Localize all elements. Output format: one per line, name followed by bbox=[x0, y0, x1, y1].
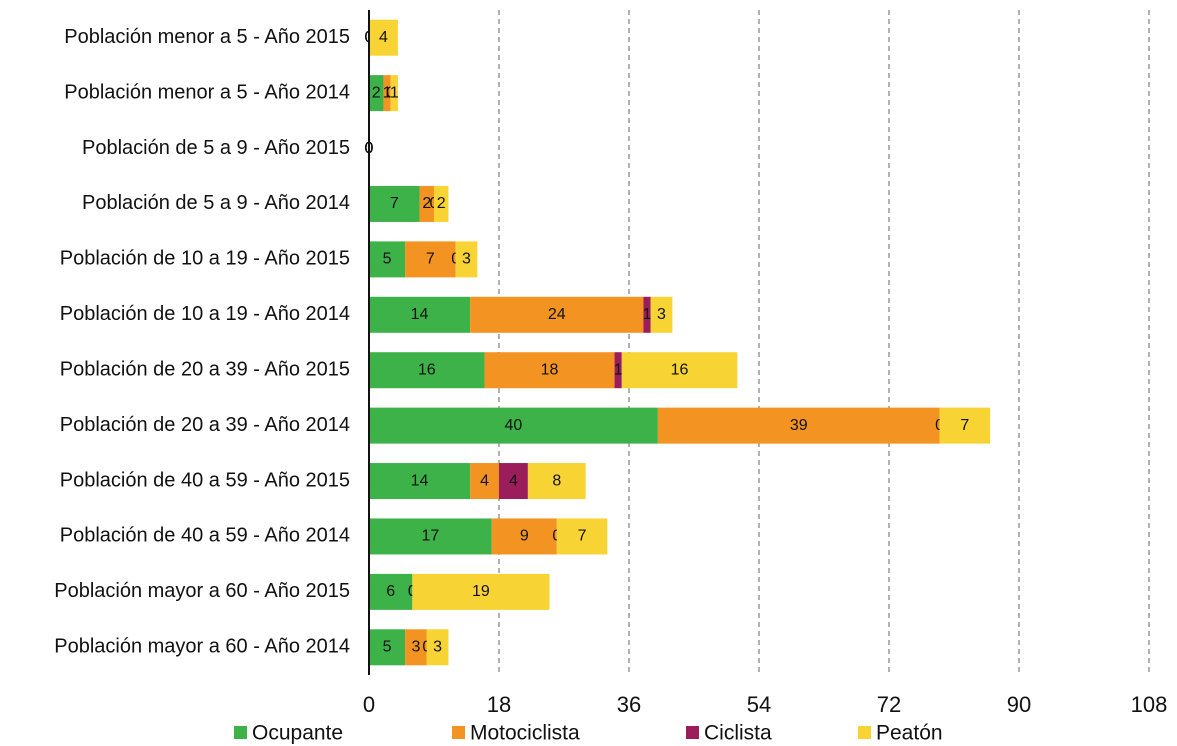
data-label: 6 bbox=[386, 583, 395, 600]
bar-segment bbox=[939, 407, 991, 444]
legend-swatch bbox=[452, 726, 465, 739]
y-tick-label: Población de 40 a 59 - Año 2015 bbox=[60, 469, 350, 491]
data-label: 24 bbox=[548, 306, 566, 323]
bar-segment bbox=[405, 629, 427, 666]
data-label: 9 bbox=[520, 528, 529, 545]
legend-label: Motociclista bbox=[470, 722, 580, 745]
x-tick-label: 0 bbox=[363, 692, 375, 717]
y-tick-label: Población de 10 a 19 - Año 2014 bbox=[60, 303, 350, 325]
bar-segment bbox=[621, 352, 738, 389]
bar-segment bbox=[650, 296, 673, 333]
data-label: 7 bbox=[578, 528, 587, 545]
data-label: 18 bbox=[541, 361, 559, 378]
data-label: 14 bbox=[411, 472, 429, 489]
bar-segment bbox=[369, 518, 492, 555]
data-label: 5 bbox=[383, 251, 392, 268]
data-label: 4 bbox=[379, 29, 388, 46]
y-tick-label: Población de 20 a 39 - Año 2014 bbox=[60, 414, 350, 436]
bar-segment bbox=[369, 19, 398, 56]
data-label: 39 bbox=[790, 417, 808, 434]
data-label: 19 bbox=[472, 583, 490, 600]
data-label: 1 bbox=[383, 84, 392, 101]
x-tick-label: 90 bbox=[1007, 692, 1031, 717]
bar-segment bbox=[419, 185, 434, 222]
data-label: 3 bbox=[411, 639, 420, 656]
bar-segment bbox=[527, 463, 586, 500]
bar-segment bbox=[455, 241, 478, 278]
data-label: 4 bbox=[509, 472, 518, 489]
y-tick-label: Población mayor a 60 - Año 2014 bbox=[54, 636, 350, 658]
y-tick-label: Población menor a 5 - Año 2015 bbox=[64, 26, 350, 48]
y-tick-label: Población mayor a 60 - Año 2015 bbox=[54, 580, 350, 602]
bar-segment bbox=[556, 518, 608, 555]
data-label: 2 bbox=[437, 195, 446, 212]
data-label: 1 bbox=[614, 361, 623, 378]
data-label: 2 bbox=[422, 195, 431, 212]
bar-segment bbox=[412, 573, 550, 610]
data-label: 4 bbox=[480, 472, 489, 489]
bar-segment bbox=[383, 75, 391, 112]
data-label: 8 bbox=[552, 472, 561, 489]
y-tick-label: Población de 20 a 39 - Año 2015 bbox=[60, 358, 350, 380]
bar-segment bbox=[470, 463, 499, 500]
bar-segment bbox=[470, 296, 644, 333]
y-tick-label: Población de 40 a 59 - Año 2014 bbox=[60, 525, 350, 547]
x-tick-label: 72 bbox=[877, 692, 901, 717]
bar-segment bbox=[405, 241, 456, 278]
legend-label: Peatón bbox=[876, 722, 943, 745]
bar-segment bbox=[369, 463, 471, 500]
data-label: 1 bbox=[390, 84, 399, 101]
x-tick-label: 36 bbox=[617, 692, 641, 717]
y-tick-label: Población de 5 a 9 - Año 2014 bbox=[82, 192, 350, 214]
x-tick-label: 54 bbox=[747, 692, 771, 717]
x-tick-label: 108 bbox=[1131, 692, 1168, 717]
bar-segment bbox=[369, 185, 420, 222]
bar-segment bbox=[369, 629, 406, 666]
data-label: 7 bbox=[960, 417, 969, 434]
y-tick-label: Población de 10 a 19 - Año 2015 bbox=[60, 248, 350, 270]
bar-segment bbox=[369, 352, 485, 389]
data-label: 7 bbox=[390, 195, 399, 212]
bar-segment bbox=[484, 352, 615, 389]
bar-segment bbox=[434, 185, 449, 222]
y-tick-label: Población de 5 a 9 - Año 2015 bbox=[82, 137, 350, 159]
bar-segment bbox=[491, 518, 557, 555]
data-label: 17 bbox=[421, 528, 439, 545]
legend-label: Ciclista bbox=[704, 722, 772, 745]
bar-segment bbox=[369, 75, 384, 112]
x-tick-label: 18 bbox=[487, 692, 511, 717]
data-label: 3 bbox=[462, 251, 471, 268]
bar-segment bbox=[369, 296, 471, 333]
bar-segment bbox=[369, 573, 413, 610]
y-tick-label: Población menor a 5 - Año 2014 bbox=[64, 81, 350, 103]
bar-segment bbox=[369, 407, 658, 444]
data-label: 14 bbox=[411, 306, 429, 323]
bar-segment bbox=[657, 407, 940, 444]
data-label: 1 bbox=[643, 306, 652, 323]
bar-segment bbox=[426, 629, 449, 666]
bar-segment bbox=[614, 352, 622, 389]
data-label: 5 bbox=[383, 639, 392, 656]
data-label: 2 bbox=[372, 84, 381, 101]
bar-segment bbox=[643, 296, 651, 333]
legend-swatch bbox=[858, 726, 871, 739]
data-label: 16 bbox=[418, 361, 436, 378]
data-label: 3 bbox=[433, 639, 442, 656]
data-label: 3 bbox=[657, 306, 666, 323]
legend-label: Ocupante bbox=[252, 722, 343, 745]
data-label: 7 bbox=[426, 251, 435, 268]
legend-swatch bbox=[686, 726, 699, 739]
bar-segment bbox=[390, 75, 398, 112]
bar-segment bbox=[369, 241, 406, 278]
data-label: 16 bbox=[671, 361, 689, 378]
legend-swatch bbox=[234, 726, 247, 739]
data-label: 40 bbox=[505, 417, 523, 434]
bar-segment bbox=[499, 463, 528, 500]
